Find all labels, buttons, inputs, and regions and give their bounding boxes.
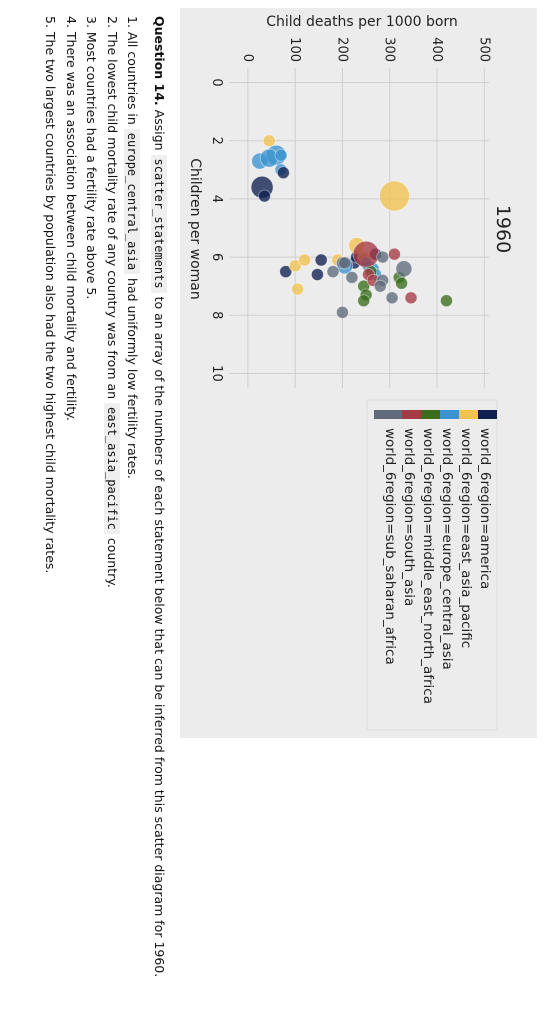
question-text-2: to an array of the numbers of each state… [152,292,167,978]
statement-3: 3. Most countries had a fertility rate a… [84,16,100,300]
statement-2-text-a: 2. The lowest child mortality rate of an… [105,16,120,404]
data-point [274,148,288,162]
data-point [379,180,410,212]
legend-label: world_6region=south_asia [401,428,417,606]
data-point [357,294,371,308]
data-point [258,189,271,203]
data-point [310,268,324,281]
statement-5: 5. The two largest countries by populati… [43,16,59,574]
data-point [395,260,413,278]
data-point [314,253,328,267]
y-tick-label: 200 [334,37,349,62]
data-point [373,279,387,293]
x-tick-label: 2 [209,137,224,145]
data-point [336,305,349,319]
question-label: Question 14. [152,16,167,106]
data-point [388,247,401,261]
data-point [288,259,302,273]
data-point [338,256,352,270]
data-point [262,134,276,148]
data-point [352,240,380,268]
scatter-figure: 0 2 4 6 8 10 0 100 200 300 400 500 1960 Children pe… [180,8,537,738]
question-prompt: Question 14. Assign scatter_statements t… [149,16,170,1006]
data-point [404,291,418,305]
data-point [440,294,453,308]
statement-2-code: east_asia_pacific [104,403,120,534]
legend-label: world_6region=sub_saharan_africa [382,428,398,665]
legend-label: world_6region=middle_east_north_africa [420,428,436,704]
x-tick-label: 0 [209,78,224,86]
legend: world_6region=americaworld_6region=east_… [366,399,498,731]
statement-2: 2. The lowest child mortality rate of an… [102,16,123,1006]
data-point [395,276,408,290]
question-block: Question 14. Assign scatter_statements t… [40,16,169,1006]
legend-label: world_6region=europe_central_asia [439,428,455,670]
y-tick-label: 0 [240,54,255,62]
data-point [279,265,293,279]
statement-1-code: europe_central_asia [124,128,141,275]
data-point [326,265,340,279]
y-tick-label: 400 [429,37,444,62]
statement-1-text-a: 1. All countries in [125,16,141,129]
statement-list: 1. All countries in europe_central_asia … [40,16,143,1006]
legend-swatch [374,410,402,419]
y-tick-label: 500 [476,37,491,62]
statement-4: 4. There was an association between chil… [64,16,79,421]
x-tick-label: 10 [209,365,224,382]
plot-area [229,68,489,388]
x-tick-label: 4 [209,195,224,203]
question-code-variable: scatter_statements [151,154,167,293]
y-tick-label: 300 [382,37,397,62]
x-tick-label: 8 [209,311,224,319]
y-tick-label: 100 [287,37,302,62]
x-tick-label: 6 [209,253,224,261]
legend-label: world_6region=america [477,428,493,589]
legend-box [366,399,498,731]
question-text-1: Assign [152,105,167,155]
data-point [385,291,399,305]
data-point [298,253,312,267]
statement-1: 1. All countries in europe_central_asia … [122,16,143,1006]
statement-2-text-b: country. [105,533,120,588]
data-point [345,271,359,284]
data-point [276,166,290,180]
data-point [376,250,390,264]
chart-title: 1960 [492,205,514,253]
y-axis-label: Child deaths per 1000 born [266,14,458,30]
data-point [291,282,304,296]
statement-1-text-b: had uniformly low fertility rates. [125,274,141,479]
legend-label: world_6region=east_asia_pacific [458,428,474,648]
x-axis-label: Children per woman [187,158,203,300]
